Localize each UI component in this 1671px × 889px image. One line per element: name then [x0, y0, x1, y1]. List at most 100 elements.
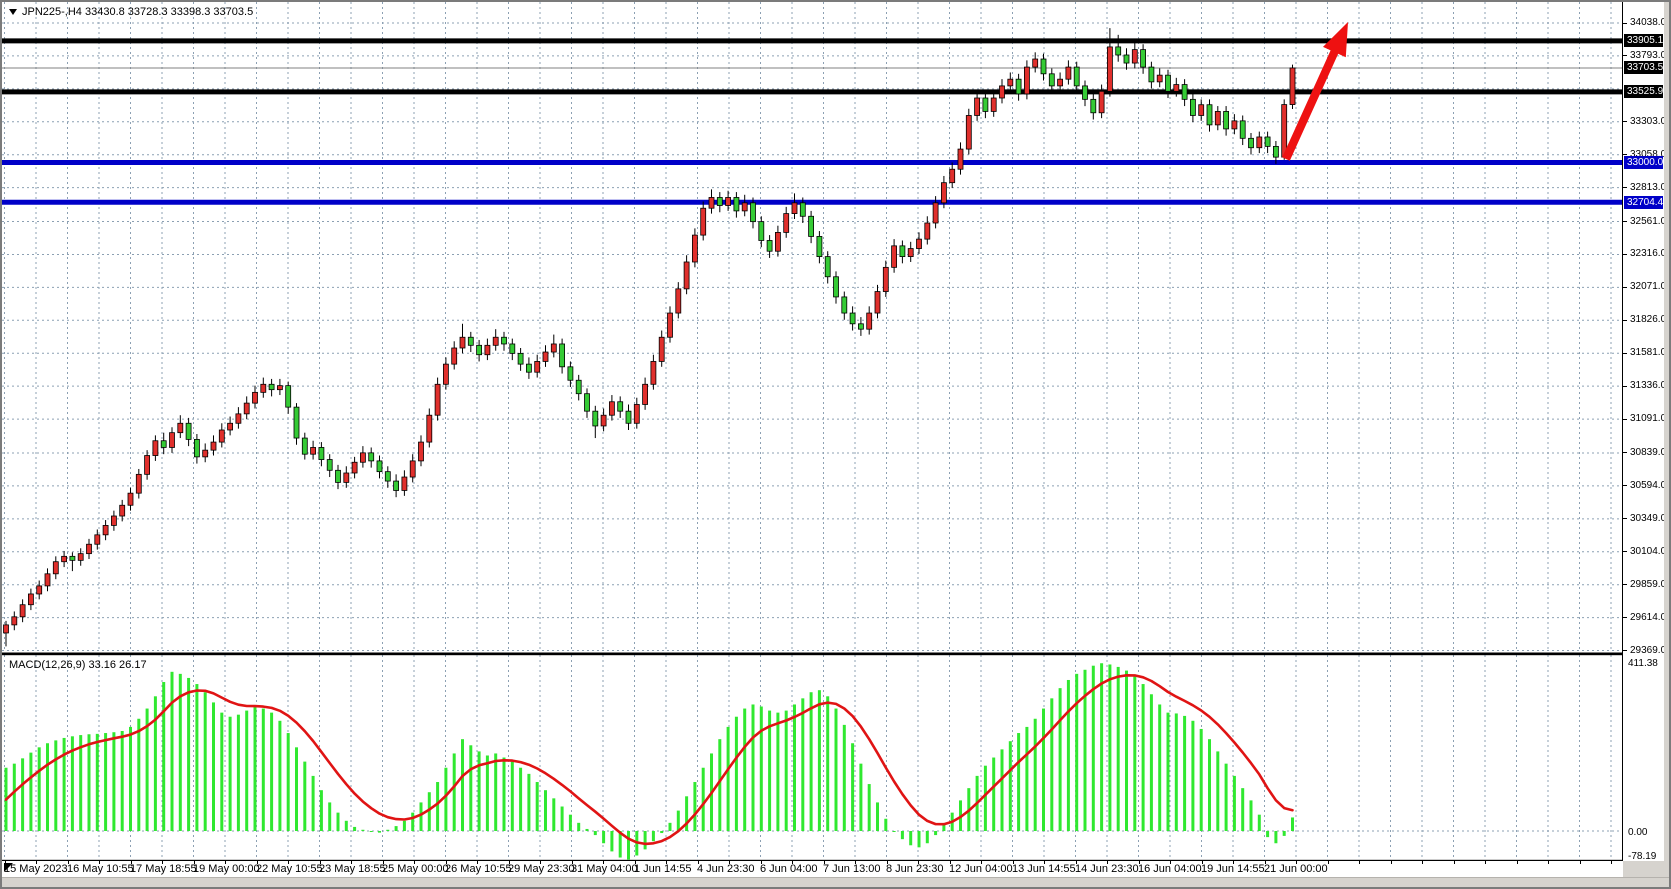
time-axis[interactable]: 15 May 2023 16 May 10:55 17 May 18:55 19 Ma…	[2, 861, 1623, 877]
bullish-candle[interactable]	[916, 238, 922, 249]
bullish-candle[interactable]	[1057, 78, 1063, 87]
bearish-candle[interactable]	[799, 202, 806, 217]
bullish-candle[interactable]	[86, 543, 92, 555]
bearish-candle[interactable]	[716, 197, 723, 206]
bullish-candle[interactable]	[775, 232, 781, 252]
bearish-candle[interactable]	[849, 312, 856, 325]
bullish-candle[interactable]	[177, 422, 184, 434]
macd-indicator-chart[interactable]	[2, 654, 1622, 861]
bullish-candle[interactable]	[202, 449, 209, 458]
bearish-candle[interactable]	[567, 366, 574, 381]
bullish-candle[interactable]	[169, 432, 175, 448]
bearish-candle[interactable]	[766, 240, 773, 252]
bullish-candle[interactable]	[1156, 74, 1163, 83]
bullish-candle[interactable]	[633, 404, 640, 424]
bearish-candle[interactable]	[559, 343, 565, 368]
bearish-candle[interactable]	[517, 352, 524, 365]
bearish-candle[interactable]	[368, 452, 375, 462]
bullish-candle[interactable]	[1198, 104, 1205, 116]
bullish-candle[interactable]	[1256, 136, 1263, 149]
bullish-candle[interactable]	[218, 429, 225, 443]
bearish-candle[interactable]	[1140, 49, 1146, 68]
bullish-candle[interactable]	[924, 222, 931, 240]
bearish-candle[interactable]	[1248, 137, 1254, 149]
bullish-candle[interactable]	[999, 85, 1005, 99]
bullish-candle[interactable]	[227, 422, 234, 431]
bullish-candle[interactable]	[210, 441, 217, 451]
bearish-candle[interactable]	[584, 393, 590, 412]
bullish-candle[interactable]	[459, 336, 466, 349]
bullish-candle[interactable]	[343, 472, 350, 483]
bearish-candle[interactable]	[1073, 66, 1080, 87]
bearish-candle[interactable]	[318, 447, 325, 460]
bearish-candle[interactable]	[326, 459, 333, 471]
bearish-candle[interactable]	[1048, 73, 1055, 87]
bearish-candle[interactable]	[1273, 145, 1279, 158]
bearish-candle[interactable]	[393, 480, 400, 491]
bearish-candle[interactable]	[1239, 120, 1246, 139]
bearish-candle[interactable]	[982, 97, 989, 112]
bearish-candle[interactable]	[185, 422, 192, 440]
bearish-candle[interactable]	[384, 471, 391, 482]
bullish-candle[interactable]	[409, 460, 416, 478]
bullish-candle[interactable]	[783, 213, 790, 233]
bearish-candle[interactable]	[268, 383, 275, 391]
bullish-candle[interactable]	[3, 624, 9, 634]
bullish-candle[interactable]	[667, 312, 673, 338]
bullish-candle[interactable]	[359, 452, 366, 463]
bullish-candle[interactable]	[658, 336, 665, 362]
bullish-candle[interactable]	[27, 593, 34, 606]
bearish-candle[interactable]	[1181, 84, 1188, 100]
bullish-candle[interactable]	[725, 197, 731, 206]
bullish-candle[interactable]	[426, 414, 433, 443]
bearish-candle[interactable]	[1148, 66, 1155, 83]
bearish-candle[interactable]	[841, 296, 848, 314]
bullish-candle[interactable]	[243, 402, 250, 415]
bullish-candle[interactable]	[127, 492, 134, 506]
bearish-candle[interactable]	[824, 256, 831, 278]
bullish-candle[interactable]	[36, 585, 43, 595]
bullish-candle[interactable]	[692, 234, 698, 263]
bullish-candle[interactable]	[1289, 67, 1296, 105]
bearish-candle[interactable]	[476, 344, 483, 356]
bullish-candle[interactable]	[932, 202, 939, 224]
bullish-candle[interactable]	[1065, 66, 1072, 80]
bearish-candle[interactable]	[376, 460, 383, 473]
bearish-candle[interactable]	[1015, 78, 1022, 95]
bullish-candle[interactable]	[11, 616, 18, 626]
bullish-candle[interactable]	[252, 391, 258, 404]
bearish-candle[interactable]	[467, 336, 474, 346]
bullish-candle[interactable]	[741, 202, 748, 212]
bearish-candle[interactable]	[1206, 104, 1213, 126]
bullish-candle[interactable]	[351, 461, 358, 474]
bullish-candle[interactable]	[19, 604, 26, 618]
bullish-candle[interactable]	[1214, 111, 1221, 126]
bullish-candle[interactable]	[675, 288, 682, 314]
bullish-candle[interactable]	[77, 553, 84, 561]
bearish-candle[interactable]	[758, 221, 765, 241]
bearish-candle[interactable]	[1082, 85, 1088, 100]
bearish-candle[interactable]	[160, 440, 167, 448]
bullish-candle[interactable]	[866, 312, 873, 330]
bullish-candle[interactable]	[650, 361, 657, 385]
bearish-candle[interactable]	[833, 276, 839, 298]
bullish-candle[interactable]	[235, 413, 242, 424]
bullish-candle[interactable]	[1231, 120, 1238, 130]
bearish-candle[interactable]	[816, 236, 823, 258]
bullish-candle[interactable]	[1007, 78, 1014, 87]
bullish-candle[interactable]	[708, 197, 715, 209]
bullish-candle[interactable]	[52, 561, 59, 575]
bullish-candle[interactable]	[260, 383, 267, 393]
bearish-candle[interactable]	[625, 410, 632, 424]
bullish-candle[interactable]	[974, 97, 980, 116]
bearish-candle[interactable]	[1040, 58, 1047, 75]
bullish-candle[interactable]	[310, 447, 317, 455]
bullish-candle[interactable]	[1107, 46, 1113, 92]
bullish-candle[interactable]	[1032, 58, 1039, 68]
bearish-candle[interactable]	[301, 437, 308, 455]
bearish-candle[interactable]	[1123, 54, 1130, 64]
bearish-candle[interactable]	[1090, 98, 1097, 114]
bullish-candle[interactable]	[700, 207, 707, 236]
bullish-candle[interactable]	[791, 202, 798, 214]
bullish-candle[interactable]	[94, 534, 101, 545]
